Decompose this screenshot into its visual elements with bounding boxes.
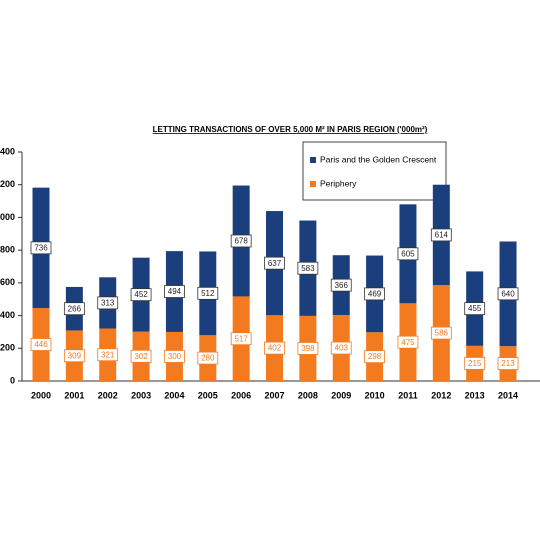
x-tick-label: 2007	[265, 390, 285, 400]
y-tick-label: 1,400	[0, 146, 15, 156]
value-label: 302	[134, 352, 148, 361]
x-tick-label: 2010	[365, 390, 385, 400]
value-label-box	[230, 234, 252, 248]
y-tick-label: 0	[10, 375, 15, 385]
x-tick-label: 2009	[331, 390, 351, 400]
value-label: 583	[301, 264, 315, 273]
value-label: 402	[268, 344, 282, 353]
value-label: 455	[468, 304, 482, 313]
value-label: 475	[401, 338, 415, 347]
x-tick-label: 2006	[231, 390, 251, 400]
value-label-box	[264, 256, 285, 270]
value-label-box	[364, 350, 386, 364]
x-tick-label: 2004	[164, 390, 184, 400]
value-label-box	[164, 285, 185, 298]
value-label-box	[397, 247, 419, 261]
value-label-box	[197, 286, 219, 300]
value-label-box	[330, 278, 352, 292]
x-tick-label: 2001	[64, 390, 84, 400]
value-label-box	[497, 357, 519, 370]
value-label: 215	[468, 359, 482, 368]
legend-label: Periphery	[320, 178, 357, 188]
value-label: 403	[335, 344, 349, 353]
value-label: 366	[335, 281, 349, 290]
value-label: 398	[301, 344, 315, 353]
x-tick-label: 2014	[498, 390, 518, 400]
value-label-box	[63, 302, 85, 316]
value-label-box	[197, 351, 219, 365]
value-label-box	[63, 349, 85, 363]
value-label-box	[97, 296, 119, 310]
legend-swatch	[310, 157, 316, 163]
y-tick-label: 400	[0, 310, 15, 320]
y-tick-label: 200	[0, 343, 15, 353]
value-label: 605	[401, 249, 415, 258]
value-label: 640	[501, 289, 515, 298]
value-label-box	[364, 287, 386, 301]
value-label-box	[464, 357, 486, 370]
x-tick-label: 2008	[298, 390, 318, 400]
value-label: 298	[368, 352, 382, 361]
y-tick-label: 1,000	[0, 212, 15, 222]
value-label-box	[164, 350, 185, 363]
value-label: 494	[168, 287, 182, 296]
value-label-box	[464, 302, 486, 316]
value-label-box	[330, 341, 352, 355]
value-label: 213	[501, 359, 515, 368]
value-label-box	[230, 332, 252, 346]
value-label-box	[30, 241, 52, 255]
value-label: 637	[268, 259, 282, 268]
y-tick-label: 1,200	[0, 179, 15, 189]
value-label: 309	[68, 351, 82, 360]
value-label: 736	[34, 243, 48, 252]
x-tick-label: 2002	[98, 390, 118, 400]
value-label-box	[297, 261, 319, 275]
value-label-box	[97, 348, 119, 362]
value-label-box	[264, 341, 285, 355]
chart-title: LETTING TRANSACTIONS OF OVER 5,000 M² IN…	[153, 125, 428, 134]
value-label: 280	[201, 354, 215, 363]
value-label: 313	[101, 299, 115, 308]
value-label: 300	[168, 352, 182, 361]
x-tick-label: 2005	[198, 390, 218, 400]
value-label: 469	[368, 290, 382, 299]
value-label: 266	[68, 304, 82, 313]
value-label-box	[297, 342, 319, 355]
x-tick-label: 2011	[398, 390, 418, 400]
value-label: 517	[234, 334, 248, 343]
value-label-box	[497, 287, 519, 301]
value-label-box	[30, 338, 52, 351]
legend-label: Paris and the Golden Crescent	[320, 154, 437, 164]
value-label: 586	[435, 329, 449, 338]
value-label: 452	[134, 290, 148, 299]
legend-box	[302, 141, 447, 201]
y-tick-label: 800	[0, 245, 15, 255]
value-label: 446	[34, 340, 48, 349]
y-tick-label: 600	[0, 277, 15, 287]
value-label-box	[430, 326, 452, 340]
x-tick-label: 2003	[131, 390, 151, 400]
value-label: 678	[234, 237, 248, 246]
value-label-box	[130, 288, 152, 302]
legend-swatch	[310, 181, 316, 187]
value-label-box	[397, 335, 419, 349]
value-label-box	[130, 349, 152, 363]
value-label: 614	[435, 231, 449, 240]
value-label: 321	[101, 350, 115, 359]
x-tick-label: 2012	[431, 390, 451, 400]
x-tick-label: 2013	[465, 390, 485, 400]
value-label-box	[430, 228, 452, 242]
value-label: 512	[201, 289, 215, 298]
x-tick-label: 2000	[31, 390, 51, 400]
